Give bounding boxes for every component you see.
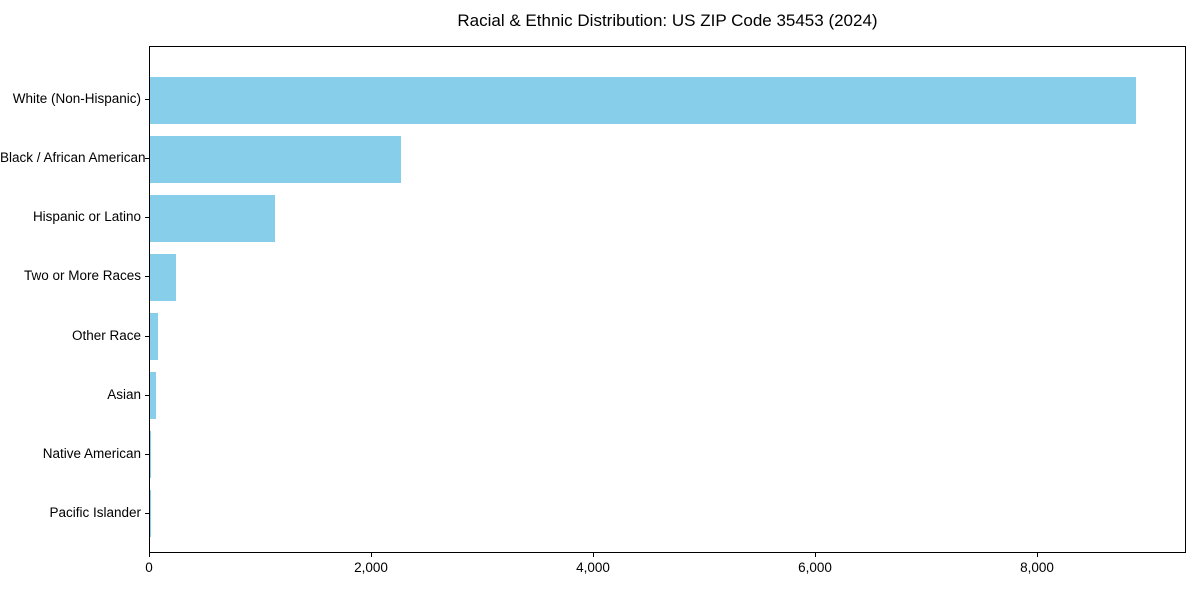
chart-title: Racial & Ethnic Distribution: US ZIP Cod… [457,11,878,30]
y-tick-label: Other Race [71,327,141,343]
x-tick-label: 4,000 [576,560,610,575]
y-tick-mark [145,453,149,455]
x-tick-mark [815,553,817,557]
y-tick-label: White (Non-Hispanic) [12,91,141,106]
bar-two-or-more-races [150,253,177,301]
plot-area [149,46,1186,553]
y-tick-mark [145,512,149,514]
bar-asian [150,372,156,420]
y-tick-mark [145,158,149,160]
x-tick-label: 8,000 [1020,560,1054,575]
x-tick-mark [1037,553,1039,557]
y-tick-label: Pacific Islander [49,504,141,520]
bar-white-non-hispanic [150,76,1136,124]
y-tick-mark [145,394,149,396]
y-tick-label: Two or More Races [23,268,141,284]
y-tick-label: Black / African American [0,150,146,166]
y-tick-mark [145,217,149,219]
x-tick-mark [371,553,372,557]
bar-native-american [150,431,151,479]
x-tick-label: 6,000 [798,560,832,575]
y-tick-label: Asian [107,386,141,402]
bar-black-african-american [150,135,401,183]
y-tick-mark [145,276,149,278]
x-tick-label: 0 [145,560,153,575]
bar-other-race [150,313,158,361]
y-tick-label: Hispanic or Latino [32,209,141,225]
y-tick-mark [145,99,149,100]
bar-hispanic-or-latino [150,194,276,242]
x-tick-mark [593,553,594,557]
y-tick-mark [145,335,149,337]
x-tick-label: 2,000 [354,560,388,575]
y-tick-label: Native American [42,445,141,461]
x-tick-mark [149,553,150,557]
